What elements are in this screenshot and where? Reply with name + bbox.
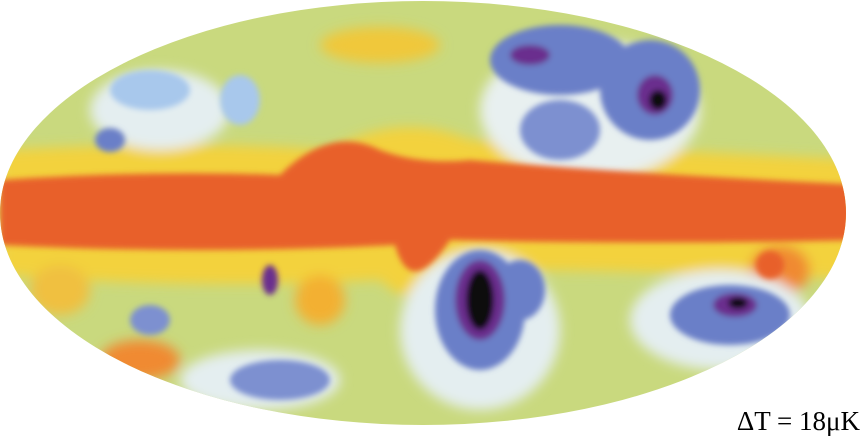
temperature-scale-label: ΔT = 18μK [737, 406, 861, 436]
